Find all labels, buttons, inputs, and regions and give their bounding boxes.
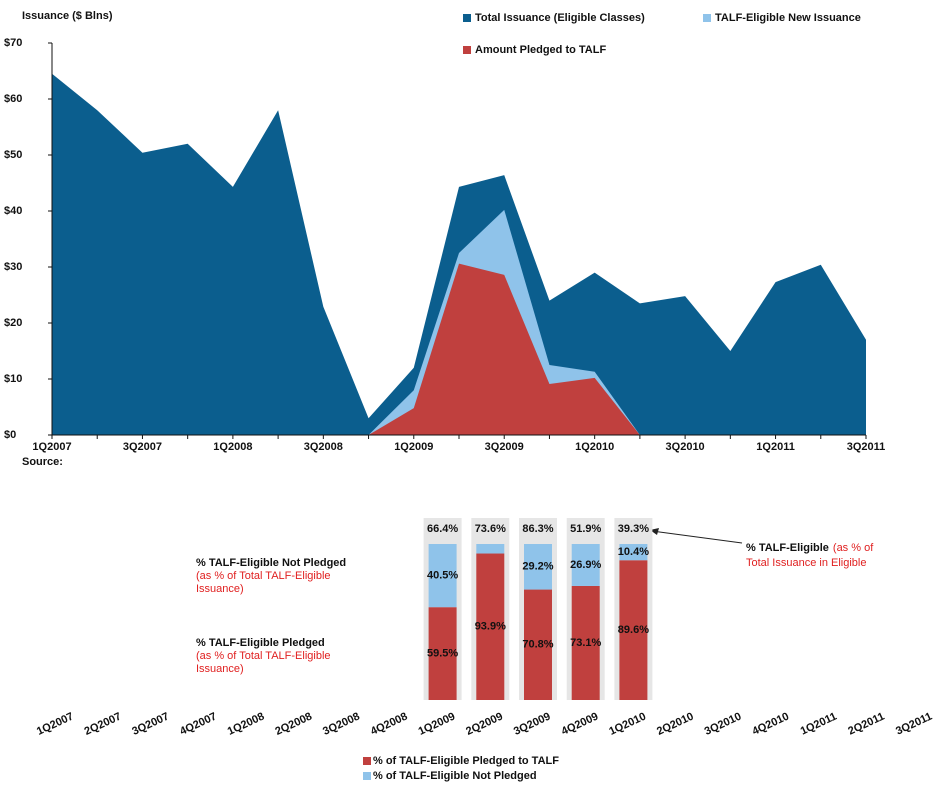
area: [368, 263, 640, 435]
x-tick-label: 1Q2008: [226, 710, 267, 737]
x-tick-label: 3Q2010: [703, 710, 744, 737]
legend-swatch: [463, 46, 471, 54]
y-tick-label: $70: [4, 37, 22, 49]
bar: [428, 544, 457, 608]
bar: [524, 544, 552, 590]
y-tick-label: $0: [4, 429, 16, 441]
data-label: 73.1%: [570, 637, 601, 649]
x-tick-label: 1Q2009: [394, 441, 433, 453]
data-label: 70.8%: [522, 639, 553, 651]
arrow: [651, 530, 743, 544]
x-tick-label: 2Q2010: [655, 710, 696, 737]
y-tick-label: $10: [4, 373, 22, 385]
x-tick-label: 1Q2007: [35, 710, 76, 737]
bar: [476, 544, 505, 554]
annotation-note: (as % of: [833, 542, 874, 554]
annotation-note: Issuance): [196, 663, 244, 675]
x-tick-label: 1Q2010: [575, 441, 614, 453]
y-tick-label: $20: [4, 317, 22, 329]
x-tick-label: 4Q2010: [750, 710, 791, 737]
data-label: 93.9%: [475, 621, 506, 633]
data-label: 89.6%: [618, 624, 649, 636]
x-tick-label: 1Q2007: [32, 441, 71, 453]
legend-label: Amount Pledged to TALF: [475, 44, 606, 56]
annotation: % TALF-Eligible (as % of: [746, 542, 874, 554]
x-tick-label: 3Q2007: [123, 441, 162, 453]
data-label: 40.5%: [427, 569, 458, 581]
eligible-label: 66.4%: [427, 523, 458, 535]
x-tick-label: 3Q2007: [130, 710, 171, 737]
legend-label: Total Issuance (Eligible Classes): [475, 12, 645, 24]
bar: [619, 560, 648, 700]
y-tick-label: $40: [4, 205, 22, 217]
x-tick-label: 1Q2011: [756, 441, 795, 453]
legend-swatch: [363, 772, 371, 780]
eligible-label: 39.3%: [618, 523, 649, 535]
x-tick-label: 4Q2007: [178, 710, 219, 737]
annotation-note: Issuance): [196, 583, 244, 595]
annotation-note: Total Issuance in Eligible: [746, 557, 866, 569]
bar: [619, 544, 648, 561]
x-tick-label: 2Q2008: [273, 710, 314, 737]
y-axis-title: Issuance ($ Blns): [22, 10, 113, 22]
bar: [428, 607, 457, 700]
legend-label: % of TALF-Eligible Not Pledged: [373, 770, 537, 782]
annotation-text: % TALF-Eligible: [746, 542, 829, 554]
x-tick-label: 2Q2007: [83, 710, 124, 737]
x-tick-label: 3Q2008: [304, 441, 343, 453]
x-tick-label: 1Q2011: [799, 710, 839, 737]
legend-label: TALF-Eligible New Issuance: [715, 12, 861, 24]
x-tick-label: 4Q2009: [560, 710, 601, 737]
y-tick-label: $30: [4, 261, 22, 273]
annotation-note: (as % of Total TALF-Eligible: [196, 570, 331, 582]
data-label: 59.5%: [427, 647, 458, 659]
bar: [476, 553, 505, 700]
x-tick-label: 3Q2009: [485, 441, 524, 453]
legend-swatch: [363, 757, 371, 765]
x-tick-label: 1Q2010: [607, 710, 648, 737]
eligible-label: 73.6%: [475, 523, 506, 535]
x-tick-label: 1Q2009: [417, 710, 458, 737]
x-tick-label: 3Q2011: [894, 710, 934, 737]
x-tick-label: 3Q2009: [512, 710, 553, 737]
x-tick-label: 2Q2011: [846, 710, 886, 737]
y-tick-label: $50: [4, 149, 22, 161]
x-tick-label: 3Q2011: [847, 441, 886, 453]
x-tick-label: 4Q2008: [369, 710, 410, 737]
bar: [524, 589, 552, 700]
bar: [571, 585, 600, 700]
legend-swatch: [703, 14, 711, 22]
x-tick-label: 3Q2010: [666, 441, 705, 453]
data-label: 29.2%: [522, 561, 553, 573]
x-tick-label: 3Q2008: [321, 710, 362, 737]
bar: [571, 544, 600, 586]
legend-swatch: [463, 14, 471, 22]
annotation: % TALF-Eligible Pledged: [196, 637, 325, 649]
data-label: 10.4%: [618, 546, 649, 558]
y-tick-label: $60: [4, 93, 22, 105]
x-tick-label: 1Q2008: [213, 441, 252, 453]
data-label: 26.9%: [570, 559, 601, 571]
legend-label: % of TALF-Eligible Pledged to TALF: [373, 755, 559, 767]
annotation: % TALF-Eligible Not Pledged: [196, 557, 346, 569]
x-tick-label: 2Q2009: [464, 710, 505, 737]
source: Source:: [22, 456, 63, 468]
annotation-note: (as % of Total TALF-Eligible: [196, 650, 331, 662]
eligible-label: 51.9%: [570, 523, 601, 535]
eligible-label: 86.3%: [522, 523, 553, 535]
